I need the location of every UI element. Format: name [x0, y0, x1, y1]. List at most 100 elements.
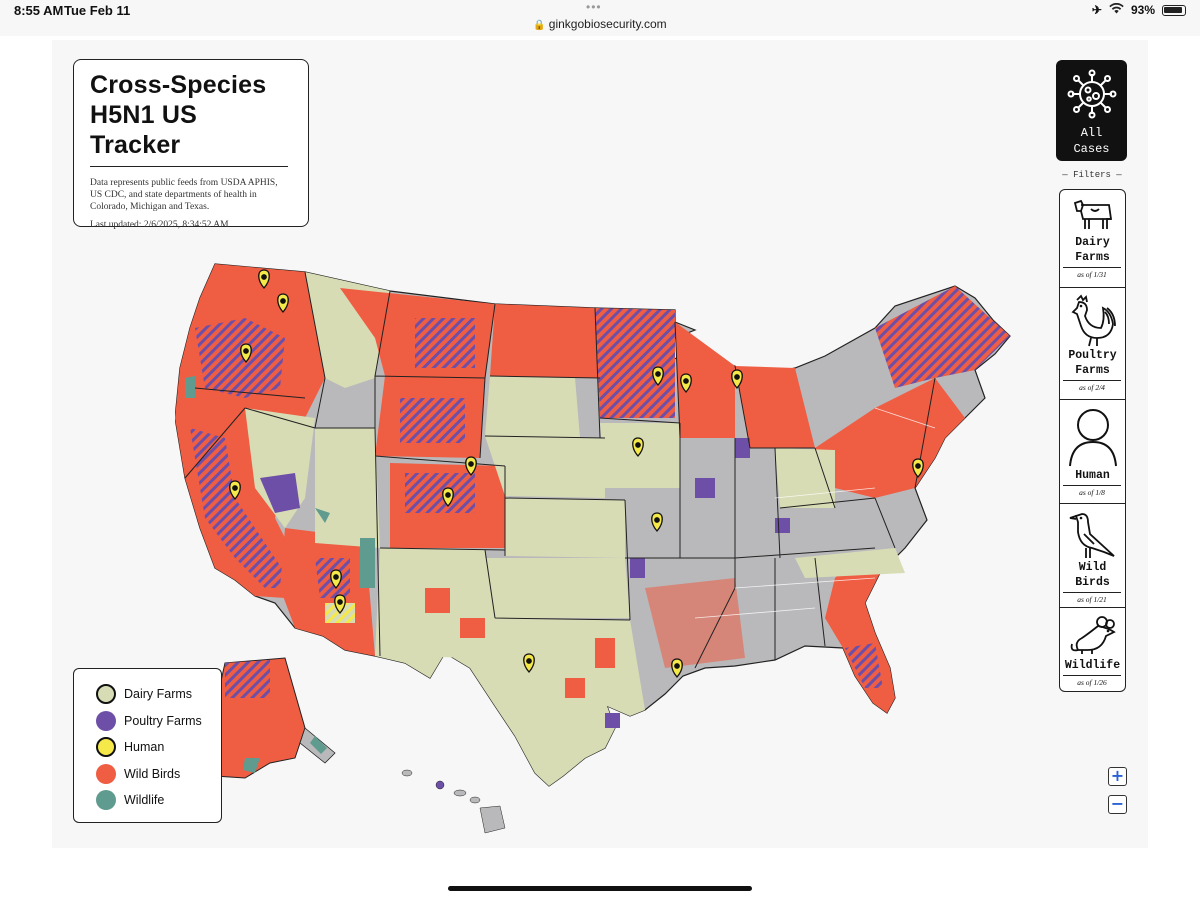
legend-label: Human: [124, 740, 165, 755]
legend-item-wild-birds: Wild Birds: [96, 761, 221, 788]
page-title: Cross-Species H5N1 US Tracker: [90, 70, 292, 160]
zoom-out-button[interactable]: −: [1108, 795, 1127, 814]
region-mn-hatched: [595, 308, 675, 418]
region-east-red: [815, 378, 965, 498]
legend-swatch: [96, 710, 116, 731]
alaska-wildlife: [243, 736, 327, 773]
data-description: Data represents public feeds from USDA A…: [90, 178, 278, 212]
region-tx-dairy: [375, 558, 645, 786]
filters-title-text: Filters: [1073, 170, 1111, 180]
human-marker[interactable]: [652, 366, 664, 386]
human-marker[interactable]: [680, 373, 692, 393]
human-marker[interactable]: [334, 594, 346, 614]
filter-divider: [1059, 399, 1126, 400]
mouse-icon: [1070, 616, 1116, 654]
address-bar[interactable]: 🔒 ginkgobiosecurity.com: [0, 17, 1200, 31]
human-marker[interactable]: [330, 569, 342, 589]
human-marker[interactable]: [651, 512, 663, 532]
legend-label: Poultry Farms: [124, 713, 202, 728]
human-marker[interactable]: [229, 480, 241, 500]
filter-wildlife[interactable]: Wildlife as of 1/26: [1059, 614, 1126, 687]
human-marker[interactable]: [258, 269, 270, 289]
tab-overview-dots[interactable]: •••: [586, 0, 602, 14]
bird-icon: [1069, 513, 1115, 558]
legend-label: Wild Birds: [124, 766, 181, 781]
human-marker[interactable]: [731, 369, 743, 389]
all-cases-button[interactable]: All Cases: [1056, 60, 1127, 161]
home-indicator[interactable]: [448, 886, 752, 891]
alaska-hatched: [225, 660, 270, 698]
title-divider: [90, 166, 288, 167]
hawaii: [401, 769, 506, 834]
legend-label: Wildlife: [124, 793, 165, 808]
filter-human[interactable]: Human as of 1/8: [1059, 408, 1126, 497]
human-marker[interactable]: [465, 456, 477, 476]
filter-divider: [1059, 607, 1126, 608]
filter-name-line-1: Wild: [1078, 561, 1107, 574]
filter-wild-birds[interactable]: Wild Birds as of 1/21: [1059, 510, 1126, 604]
region-mi-red: [735, 366, 815, 448]
region-ne-hatched: [875, 286, 1010, 388]
filter-as-of: as of 1/26: [1063, 675, 1121, 687]
legend-item-dairy: Dairy Farms: [96, 681, 221, 708]
legend-swatch: [96, 763, 116, 784]
region-ne-mixed: [485, 436, 605, 498]
status-time: 8:55 AM: [14, 3, 64, 18]
region-wy-hatched: [400, 398, 465, 443]
region-tx-red-blocks: [425, 588, 615, 698]
title-line-1: Cross-Species: [90, 71, 267, 99]
region-mt-hatched: [415, 318, 475, 368]
human-marker[interactable]: [277, 293, 289, 313]
us-county-map[interactable]: [175, 258, 1015, 838]
region-southeast-red: [825, 558, 895, 713]
state-borders-white: [694, 407, 936, 619]
person-icon: [1068, 409, 1117, 467]
filter-dairy-farms[interactable]: Dairy Farms as of 1/31: [1059, 195, 1126, 279]
filter-poultry-farms[interactable]: Poultry Farms as of 2/4: [1059, 294, 1126, 392]
human-marker[interactable]: [671, 658, 683, 678]
human-marker[interactable]: [523, 653, 535, 673]
region-oh-dairy: [775, 448, 835, 508]
filter-as-of: as of 1/31: [1063, 267, 1121, 279]
legend-label: Dairy Farms: [124, 687, 193, 702]
region-wi-red: [675, 322, 735, 438]
status-date: Tue Feb 11: [64, 3, 131, 18]
last-updated: Last updated: 2/6/2025, 8:34:52 AM: [90, 220, 229, 230]
legend-item-poultry: Poultry Farms: [96, 708, 221, 735]
region-ia-dairy: [600, 423, 680, 488]
lock-icon: 🔒: [533, 20, 546, 31]
filter-name: Dairy Farms: [1059, 235, 1126, 265]
filter-name-line-2: Farms: [1075, 251, 1110, 264]
state-borders: [184, 271, 936, 669]
virus-icon: [1067, 69, 1117, 119]
zoom-in-button[interactable]: +: [1108, 767, 1127, 786]
human-marker[interactable]: [442, 487, 454, 507]
filter-divider: [1059, 503, 1126, 504]
region-nv-poultry: [260, 473, 300, 513]
battery-percent: 93%: [1130, 3, 1155, 17]
human-marker[interactable]: [240, 343, 252, 363]
filter-divider: [1059, 287, 1126, 288]
region-fl-hatched: [845, 643, 883, 688]
region-co-hatched: [405, 473, 475, 513]
filter-name: Wildlife: [1064, 659, 1121, 672]
region-west-hatched: [195, 318, 285, 398]
legend-item-human: Human: [96, 734, 221, 761]
rooster-icon: [1070, 294, 1116, 347]
region-ok-dairy: [485, 558, 630, 618]
region-sd-dairy: [485, 376, 580, 438]
human-case-markers[interactable]: [229, 269, 924, 678]
region-ca-hatched: [190, 428, 295, 588]
filter-name-line-1: Dairy: [1075, 236, 1110, 249]
legend-swatch: [96, 790, 116, 811]
region-ks-mixed: [505, 498, 625, 558]
filter-name: Human: [1075, 469, 1110, 482]
url-text: ginkgobiosecurity.com: [548, 17, 667, 31]
human-marker[interactable]: [632, 437, 644, 457]
filter-name-line-2: Birds: [1075, 576, 1110, 589]
human-marker[interactable]: [912, 458, 924, 478]
filters-heading: — Filters —: [1062, 170, 1122, 180]
region-dakotas-red: [490, 304, 600, 378]
status-indicators: ✈ 93%: [1092, 2, 1186, 17]
cow-icon: [1073, 199, 1112, 229]
